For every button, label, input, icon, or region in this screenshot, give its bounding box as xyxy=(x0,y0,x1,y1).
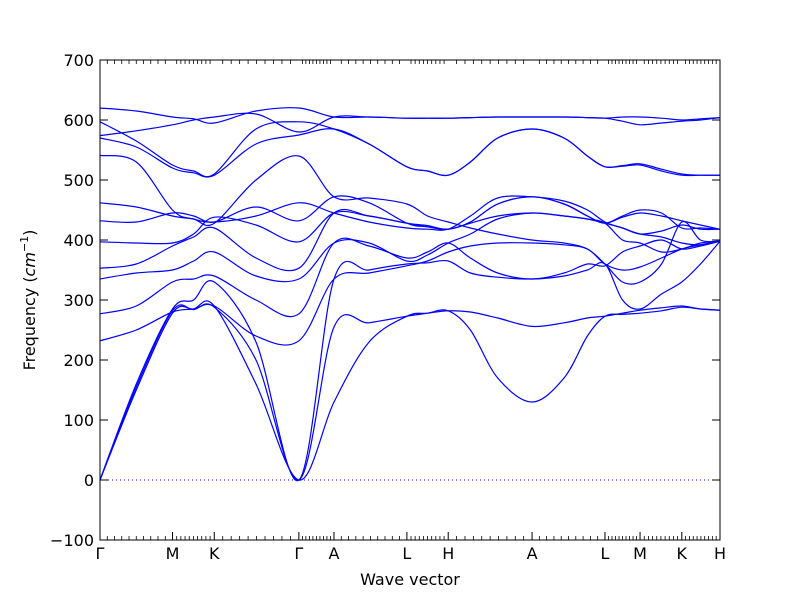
x-tick-label: M xyxy=(166,544,180,563)
y-axis-ticks: −100 0 100 200 300 400 500 600 700 xyxy=(50,51,720,550)
y-tick-label: 300 xyxy=(63,291,94,310)
x-tick-label: H xyxy=(714,544,726,563)
y-tick-label: 600 xyxy=(63,111,94,130)
y-tick-label: 500 xyxy=(63,171,94,190)
x-tick-label: A xyxy=(527,544,538,563)
x-tick-label: A xyxy=(328,544,339,563)
x-tick-label: Γ xyxy=(96,544,105,563)
branch-line-15 xyxy=(100,107,720,124)
branch-line-4 xyxy=(100,240,720,346)
y-tick-label: 700 xyxy=(63,51,94,70)
y-axis-title-text: Frequency ( xyxy=(20,276,39,370)
branch-line-11 xyxy=(100,154,720,246)
y-axis-title-unit: cm xyxy=(20,252,39,276)
y-tick-label: 400 xyxy=(63,231,94,250)
phonon-branches xyxy=(100,107,720,481)
y-tick-label: 100 xyxy=(63,411,94,430)
y-tick-label: 200 xyxy=(63,351,94,370)
x-tick-label: M xyxy=(633,544,647,563)
x-axis-minor-ticks xyxy=(106,60,717,540)
x-tick-label: K xyxy=(209,544,220,563)
y-axis-title-close: ) xyxy=(20,230,39,236)
y-tick-label: 0 xyxy=(84,471,94,490)
x-tick-label: H xyxy=(442,544,454,563)
branch-line-13 xyxy=(100,121,720,178)
branch-line-3 xyxy=(100,240,720,481)
branch-line-5 xyxy=(100,237,720,318)
x-tick-label: Γ xyxy=(294,544,303,563)
x-tick-label: L xyxy=(402,544,411,563)
branch-line-10 xyxy=(100,155,720,285)
y-axis-title-exponent: −1 xyxy=(18,236,31,252)
y-tick-label: −100 xyxy=(50,531,94,550)
branch-line-6 xyxy=(100,212,720,283)
y-axis-title: Frequency (cm−1) xyxy=(18,230,39,371)
x-axis-title: Wave vector xyxy=(360,570,460,589)
x-tick-label: K xyxy=(677,544,688,563)
x-tick-label: L xyxy=(601,544,610,563)
